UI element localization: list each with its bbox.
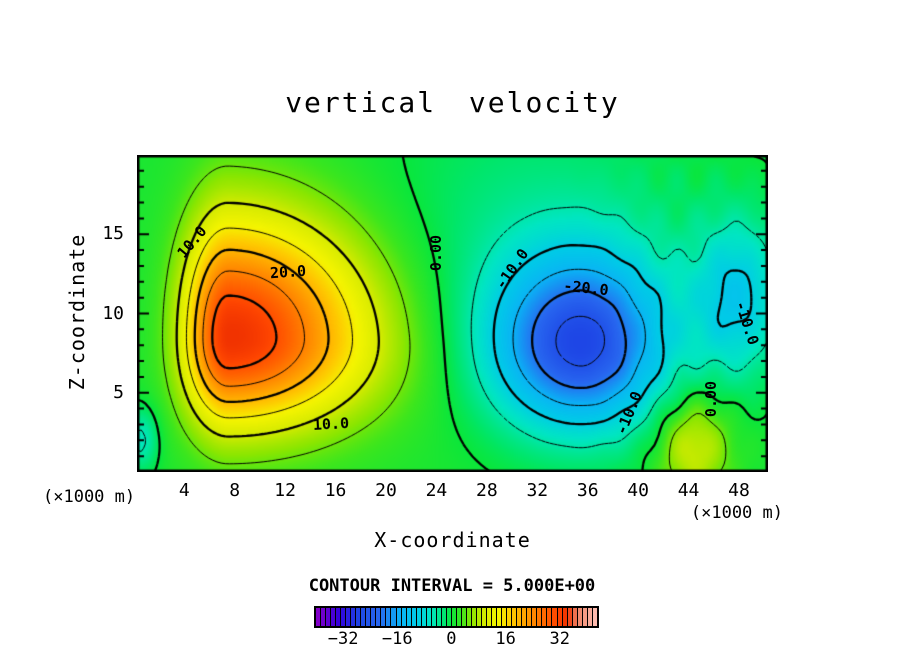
contour-label: 0.00: [427, 235, 446, 272]
x-axis-title: X-coordinate: [374, 528, 531, 552]
colorbar-band: [476, 608, 482, 626]
colorbar-band: [430, 608, 436, 626]
page-title: vertical velocity: [285, 86, 620, 119]
colorbar-band: [420, 608, 426, 626]
colorbar-band: [335, 608, 341, 626]
x-axis-unit-left: (×1000 m): [43, 487, 136, 507]
y-tick-label: 5: [113, 381, 124, 403]
colorbar-band: [481, 608, 487, 626]
colorbar-band: [541, 608, 547, 626]
colorbar-band: [320, 608, 326, 626]
colorbar-band: [460, 608, 466, 626]
colorbar-tick-label: 16: [495, 629, 516, 649]
colorbar-band: [445, 608, 451, 626]
contour-label: 10.0: [312, 414, 350, 435]
colorbar-band: [506, 608, 512, 626]
colorbar-band: [546, 608, 552, 626]
colorbar-band: [561, 608, 567, 626]
colorbar-band: [400, 608, 406, 626]
colorbar-band: [365, 608, 371, 626]
colorbar-band: [450, 608, 456, 626]
colorbar-band: [531, 608, 537, 626]
colorbar-band: [425, 608, 431, 626]
x-tick-label: 28: [476, 480, 498, 501]
x-tick-label: 4: [178, 480, 190, 501]
colorbar-band: [380, 608, 386, 626]
colorbar-band: [576, 608, 582, 626]
colorbar-band: [355, 608, 361, 626]
colorbar-band: [465, 608, 471, 626]
contour-label: 20.0: [269, 262, 307, 283]
colorbar-band: [360, 608, 366, 626]
colorbar-band: [395, 608, 401, 626]
x-tick-label: 8: [229, 480, 241, 501]
colorbar-band: [571, 608, 577, 626]
colorbar-tick-label: −16: [381, 629, 413, 649]
colorbar-band: [486, 608, 492, 626]
colorbar-band: [591, 608, 597, 626]
colorbar-band: [440, 608, 446, 626]
colorbar-band: [330, 608, 336, 626]
colorbar-band: [375, 608, 381, 626]
colorbar: [314, 606, 599, 628]
colorbar-band: [586, 608, 592, 626]
y-tick-label: 10: [102, 302, 124, 324]
colorbar-tick-label: 0: [446, 629, 457, 649]
y-tick-label: 15: [102, 223, 124, 245]
x-tick-label: 36: [576, 480, 599, 501]
colorbar-band: [316, 608, 321, 626]
colorbar-band: [551, 608, 557, 626]
colorbar-band: [511, 608, 517, 626]
x-tick-label: 12: [274, 480, 296, 501]
contour-interval-text: CONTOUR INTERVAL = 5.000E+00: [308, 576, 596, 596]
colorbar-tick-label: −32: [327, 629, 359, 649]
colorbar-band: [370, 608, 376, 626]
colorbar-band: [581, 608, 587, 626]
colorbar-tick-label: 32: [549, 629, 570, 649]
x-tick-label: 44: [677, 480, 700, 501]
x-tick-label: 16: [324, 480, 347, 501]
colorbar-band: [496, 608, 502, 626]
x-tick-label: 48: [728, 480, 750, 501]
colorbar-band: [556, 608, 562, 626]
colorbar-band: [340, 608, 346, 626]
colorbar-band: [455, 608, 461, 626]
x-tick-label: 32: [526, 480, 549, 501]
colorbar-band: [526, 608, 532, 626]
contour-plot-canvas: [137, 155, 768, 472]
colorbar-band: [566, 608, 572, 626]
colorbar-band: [385, 608, 391, 626]
colorbar-band: [470, 608, 476, 626]
contour-label: 0.00: [702, 381, 721, 418]
x-tick-label: 24: [425, 480, 448, 501]
colorbar-band: [501, 608, 507, 626]
colorbar-band: [405, 608, 411, 626]
colorbar-band: [536, 608, 542, 626]
colorbar-band: [516, 608, 522, 626]
colorbar-band: [415, 608, 421, 626]
colorbar-band: [410, 608, 416, 626]
colorbar-band: [345, 608, 351, 626]
colorbar-band: [390, 608, 396, 626]
colorbar-band: [325, 608, 331, 626]
x-tick-label: 20: [375, 480, 397, 501]
colorbar-band: [521, 608, 527, 626]
x-tick-label: 40: [627, 480, 649, 501]
colorbar-band: [435, 608, 441, 626]
colorbar-band: [350, 608, 356, 626]
colorbar-band: [491, 608, 497, 626]
x-axis-unit-right: (×1000 m): [690, 503, 783, 523]
